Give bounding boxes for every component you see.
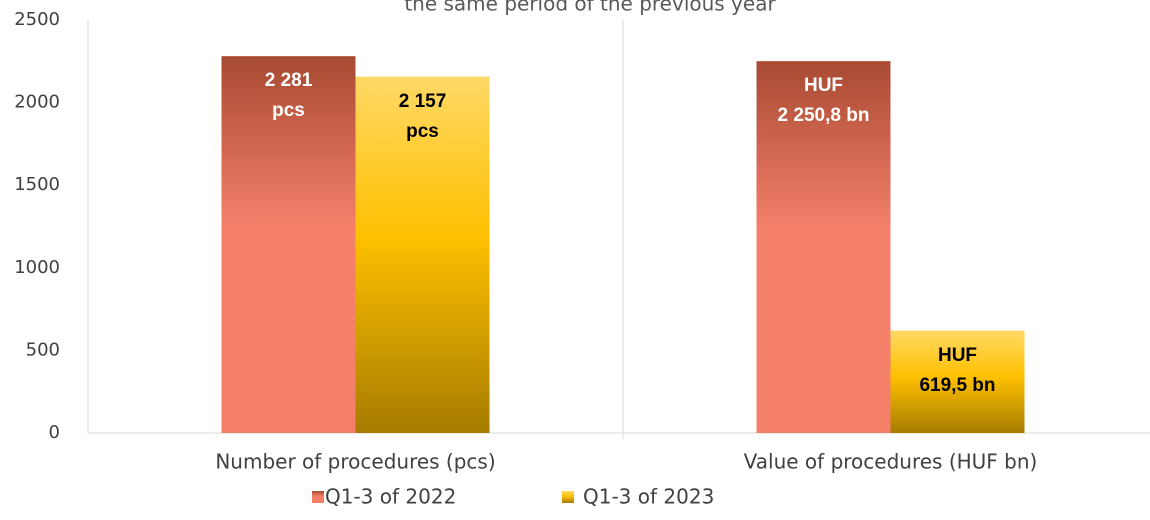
y-tick-label: 2500 <box>14 9 60 30</box>
legend-marker <box>562 491 574 503</box>
chart-title: the same period of the previous year <box>404 0 776 16</box>
legend-label: Q1-3 of 2022 <box>325 485 456 509</box>
y-tick-label: 500 <box>26 339 60 360</box>
bar <box>890 330 1025 433</box>
data-label: 2 281 pcs <box>264 70 313 122</box>
data-label: HUF 2 250,8 bn <box>777 75 870 127</box>
bar <box>756 61 891 433</box>
legend-label: Q1-3 of 2023 <box>583 485 714 509</box>
bar <box>355 76 490 433</box>
legend-marker <box>312 491 324 503</box>
y-tick-label: 1000 <box>14 257 60 278</box>
x-tick-label: Value of procedures (HUF bn) <box>744 450 1038 474</box>
x-tick-label: Number of procedures (pcs) <box>215 450 495 474</box>
y-tick-label: 0 <box>49 422 60 443</box>
data-label: HUF 619,5 bn <box>919 344 996 396</box>
y-tick-label: 2000 <box>14 92 60 113</box>
y-tick-label: 1500 <box>14 174 60 195</box>
bar <box>221 56 356 433</box>
data-label: 2 157 pcs <box>398 90 447 142</box>
